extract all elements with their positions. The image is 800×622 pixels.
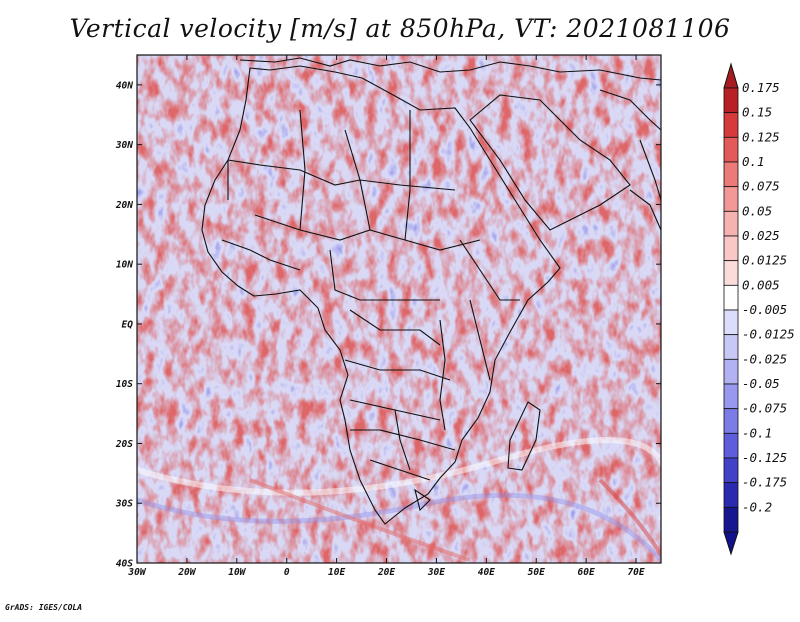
lon-tick-label: 70E <box>627 567 644 578</box>
colorbar-label: -0.125 <box>742 450 787 465</box>
colorbar-swatch <box>723 506 739 533</box>
coastlines <box>201 57 661 525</box>
colorbar-swatch <box>723 383 739 410</box>
colorbar-label: 0.15 <box>742 105 772 120</box>
lon-tick-label: 60E <box>578 567 595 578</box>
lat-tick-label: 10S <box>116 379 133 390</box>
colorbar-label: 0.175 <box>742 80 780 95</box>
lat-tick-label: 20S <box>115 439 133 450</box>
credit-text: GrADS: IGES/COLA <box>5 603 83 612</box>
colorbar-swatch <box>723 358 739 385</box>
colorbar-label: 0.0125 <box>742 253 787 268</box>
colorbar-swatch <box>723 136 739 163</box>
colorbar-label: 0.025 <box>742 228 780 243</box>
colorbar-swatch <box>723 87 739 114</box>
longitude-axis: 30W 20W 10W 0 10E 20E 30E 40E 50E 60E 70E <box>127 55 645 578</box>
lon-tick-label: 10E <box>328 567 345 578</box>
colorbar-label: -0.0125 <box>742 327 795 342</box>
lon-tick-label: 10W <box>228 567 246 578</box>
lat-tick-label: 40S <box>116 559 133 570</box>
map-title: Vertical velocity [m/s] at 850hPa, VT: 2… <box>69 14 731 43</box>
lat-tick-label: 40N <box>116 80 133 91</box>
colorbar-label: 0.075 <box>742 179 780 194</box>
colorbar-label: -0.075 <box>742 401 787 416</box>
colorbar: 0.175 0.15 0.125 0.1 0.075 0.05 0.025 0.0125 0.0… <box>723 62 795 556</box>
colorbar-label: 0.005 <box>742 277 780 292</box>
colorbar-swatch <box>723 260 739 286</box>
lon-tick-label: 40E <box>478 567 495 578</box>
colorbar-label: -0.05 <box>742 376 780 391</box>
colorbar-label: 0.125 <box>742 129 780 144</box>
colorbar-label: -0.1 <box>742 425 772 440</box>
lon-tick-label: 20W <box>177 567 196 578</box>
colorbar-swatch <box>723 112 739 138</box>
colorbar-swatch <box>723 235 739 262</box>
colorbar-label: 0.05 <box>742 203 772 218</box>
colorbar-label: 0.1 <box>742 154 765 169</box>
lat-tick-label: 20N <box>115 200 133 211</box>
colorbar-top-arrow <box>723 62 739 89</box>
colorbar-swatch <box>723 432 739 459</box>
lon-tick-label: 0 <box>284 567 290 578</box>
colorbar-swatch <box>723 482 739 508</box>
colorbar-swatch <box>723 457 739 484</box>
latitude-axis: 40N 30N 20N 10N EQ 10S 20S 30S 40S <box>115 80 661 570</box>
velocity-field <box>137 55 661 563</box>
lat-tick-label: 10N <box>116 260 133 271</box>
lon-tick-label: 20E <box>377 567 395 578</box>
colorbar-label: -0.025 <box>742 351 787 366</box>
lon-tick-label: 50E <box>528 567 545 578</box>
colorbar-label: -0.2 <box>742 499 772 514</box>
lat-tick-label: EQ <box>122 319 134 330</box>
colorbar-swatch <box>723 309 739 336</box>
lat-tick-label: 30N <box>115 140 133 151</box>
colorbar-bottom-arrow <box>723 531 739 556</box>
colorbar-swatch <box>723 186 739 212</box>
colorbar-swatch <box>723 334 739 360</box>
lon-tick-label: 30E <box>427 567 445 578</box>
colorbar-label: -0.005 <box>742 302 787 317</box>
colorbar-swatch <box>723 210 739 237</box>
lat-tick-label: 30S <box>115 499 133 510</box>
colorbar-label: -0.175 <box>742 475 787 490</box>
colorbar-swatch <box>723 284 739 311</box>
lon-tick-label: 30W <box>127 567 146 578</box>
colorbar-swatch <box>723 408 739 434</box>
map-frame <box>136 54 662 564</box>
colorbar-swatch <box>723 161 739 188</box>
